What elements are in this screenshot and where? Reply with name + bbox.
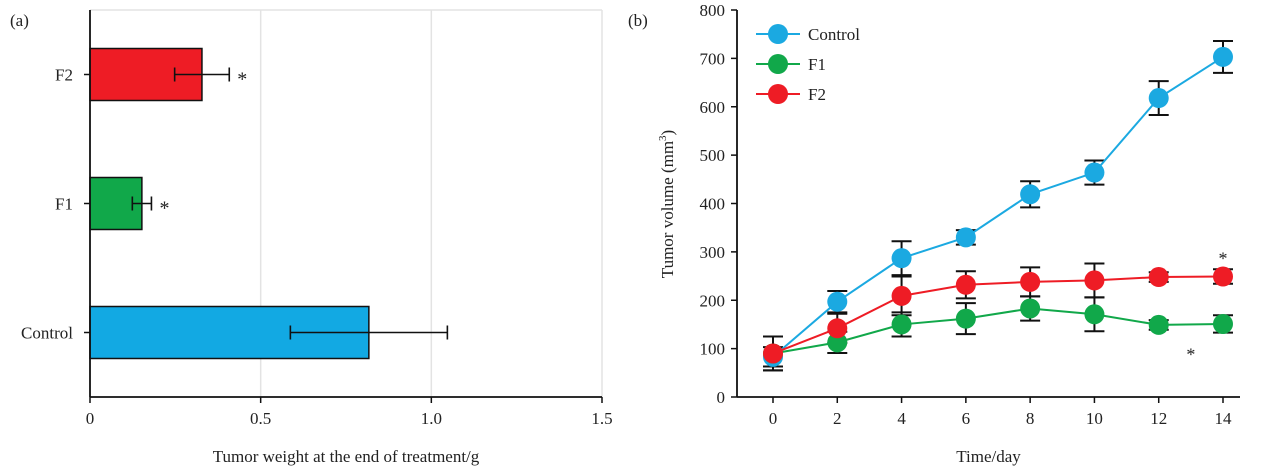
line-f1 bbox=[772, 307, 1224, 355]
point-control bbox=[891, 248, 912, 269]
point-control bbox=[1084, 162, 1105, 183]
point-f2 bbox=[1020, 271, 1041, 292]
y-axis-label: Tumor volume (mm3) bbox=[657, 130, 677, 278]
panel-label: (a) bbox=[10, 11, 29, 30]
point-f1 bbox=[955, 308, 976, 329]
y-tick-label: 0 bbox=[717, 388, 726, 407]
y-tick-label: 100 bbox=[700, 340, 726, 359]
point-control bbox=[955, 227, 976, 248]
point-f1 bbox=[827, 332, 848, 353]
line-control bbox=[772, 56, 1224, 358]
legend-marker bbox=[768, 24, 788, 44]
y-tick-label: 800 bbox=[700, 1, 726, 20]
y-tick-label: 300 bbox=[700, 243, 726, 262]
x-tick-label: 4 bbox=[897, 409, 906, 428]
point-f1 bbox=[1148, 314, 1169, 335]
y-tick-label: 400 bbox=[700, 195, 726, 214]
x-tick-label: 10 bbox=[1086, 409, 1103, 428]
legend-label: F1 bbox=[808, 55, 826, 74]
point-control bbox=[1213, 46, 1233, 67]
y-tick-label: Control bbox=[21, 324, 73, 343]
x-tick-label: 12 bbox=[1150, 409, 1167, 428]
x-axis-label: Time/day bbox=[956, 447, 1021, 466]
x-tick-label: 0.5 bbox=[250, 409, 271, 428]
panel-b: (b) 0 100 200 300 400 500 600 700 800 0 2 4 6 8 10 12 14 *… bbox=[628, 1, 1240, 466]
point-f2 bbox=[763, 343, 783, 364]
point-f2 bbox=[955, 274, 976, 295]
point-control bbox=[1148, 88, 1169, 109]
panel-a: (a) 0 0.5 1.0 1.5 Control * F1 * F2 Tumor weight a… bbox=[10, 9, 613, 466]
x-tick-label: 0 bbox=[86, 409, 95, 428]
x-tick-label: 8 bbox=[1026, 409, 1035, 428]
x-axis-label: Tumor weight at the end of treatment/g bbox=[213, 447, 480, 466]
x-tick-label: 6 bbox=[962, 409, 971, 428]
legend-label: Control bbox=[808, 25, 860, 44]
x-tick-label: 2 bbox=[833, 409, 842, 428]
x-tick-label: 1.0 bbox=[421, 409, 442, 428]
y-tick-label: F2 bbox=[55, 66, 73, 85]
point-control bbox=[827, 291, 848, 312]
y-tick-label: 200 bbox=[700, 291, 726, 310]
point-control bbox=[1020, 184, 1041, 205]
legend-marker bbox=[768, 84, 788, 104]
point-f1 bbox=[1213, 313, 1233, 334]
point-f2 bbox=[1148, 267, 1169, 288]
legend-label: F2 bbox=[808, 85, 826, 104]
x-tick-label: 0 bbox=[769, 409, 778, 428]
y-tick-label: F1 bbox=[55, 195, 73, 214]
x-tick-label: 14 bbox=[1215, 409, 1233, 428]
point-f2 bbox=[1084, 270, 1105, 291]
point-f1 bbox=[1084, 304, 1105, 325]
point-f2 bbox=[1213, 266, 1233, 287]
y-tick-label: 500 bbox=[700, 146, 726, 165]
point-f1 bbox=[891, 314, 912, 335]
panel-label: (b) bbox=[628, 11, 648, 30]
significance-mark: * bbox=[159, 198, 169, 220]
point-f1 bbox=[1020, 298, 1041, 319]
significance-mark: * bbox=[237, 69, 247, 91]
y-tick-label: 600 bbox=[700, 98, 726, 117]
legend-marker bbox=[768, 54, 788, 74]
line-f2 bbox=[772, 275, 1224, 355]
point-f2 bbox=[827, 318, 848, 339]
y-tick-label: 700 bbox=[700, 49, 726, 68]
point-f2 bbox=[891, 285, 912, 306]
x-tick-label: 1.5 bbox=[591, 409, 612, 428]
significance-mark: * bbox=[1186, 344, 1195, 364]
significance-mark: * bbox=[1219, 249, 1228, 269]
